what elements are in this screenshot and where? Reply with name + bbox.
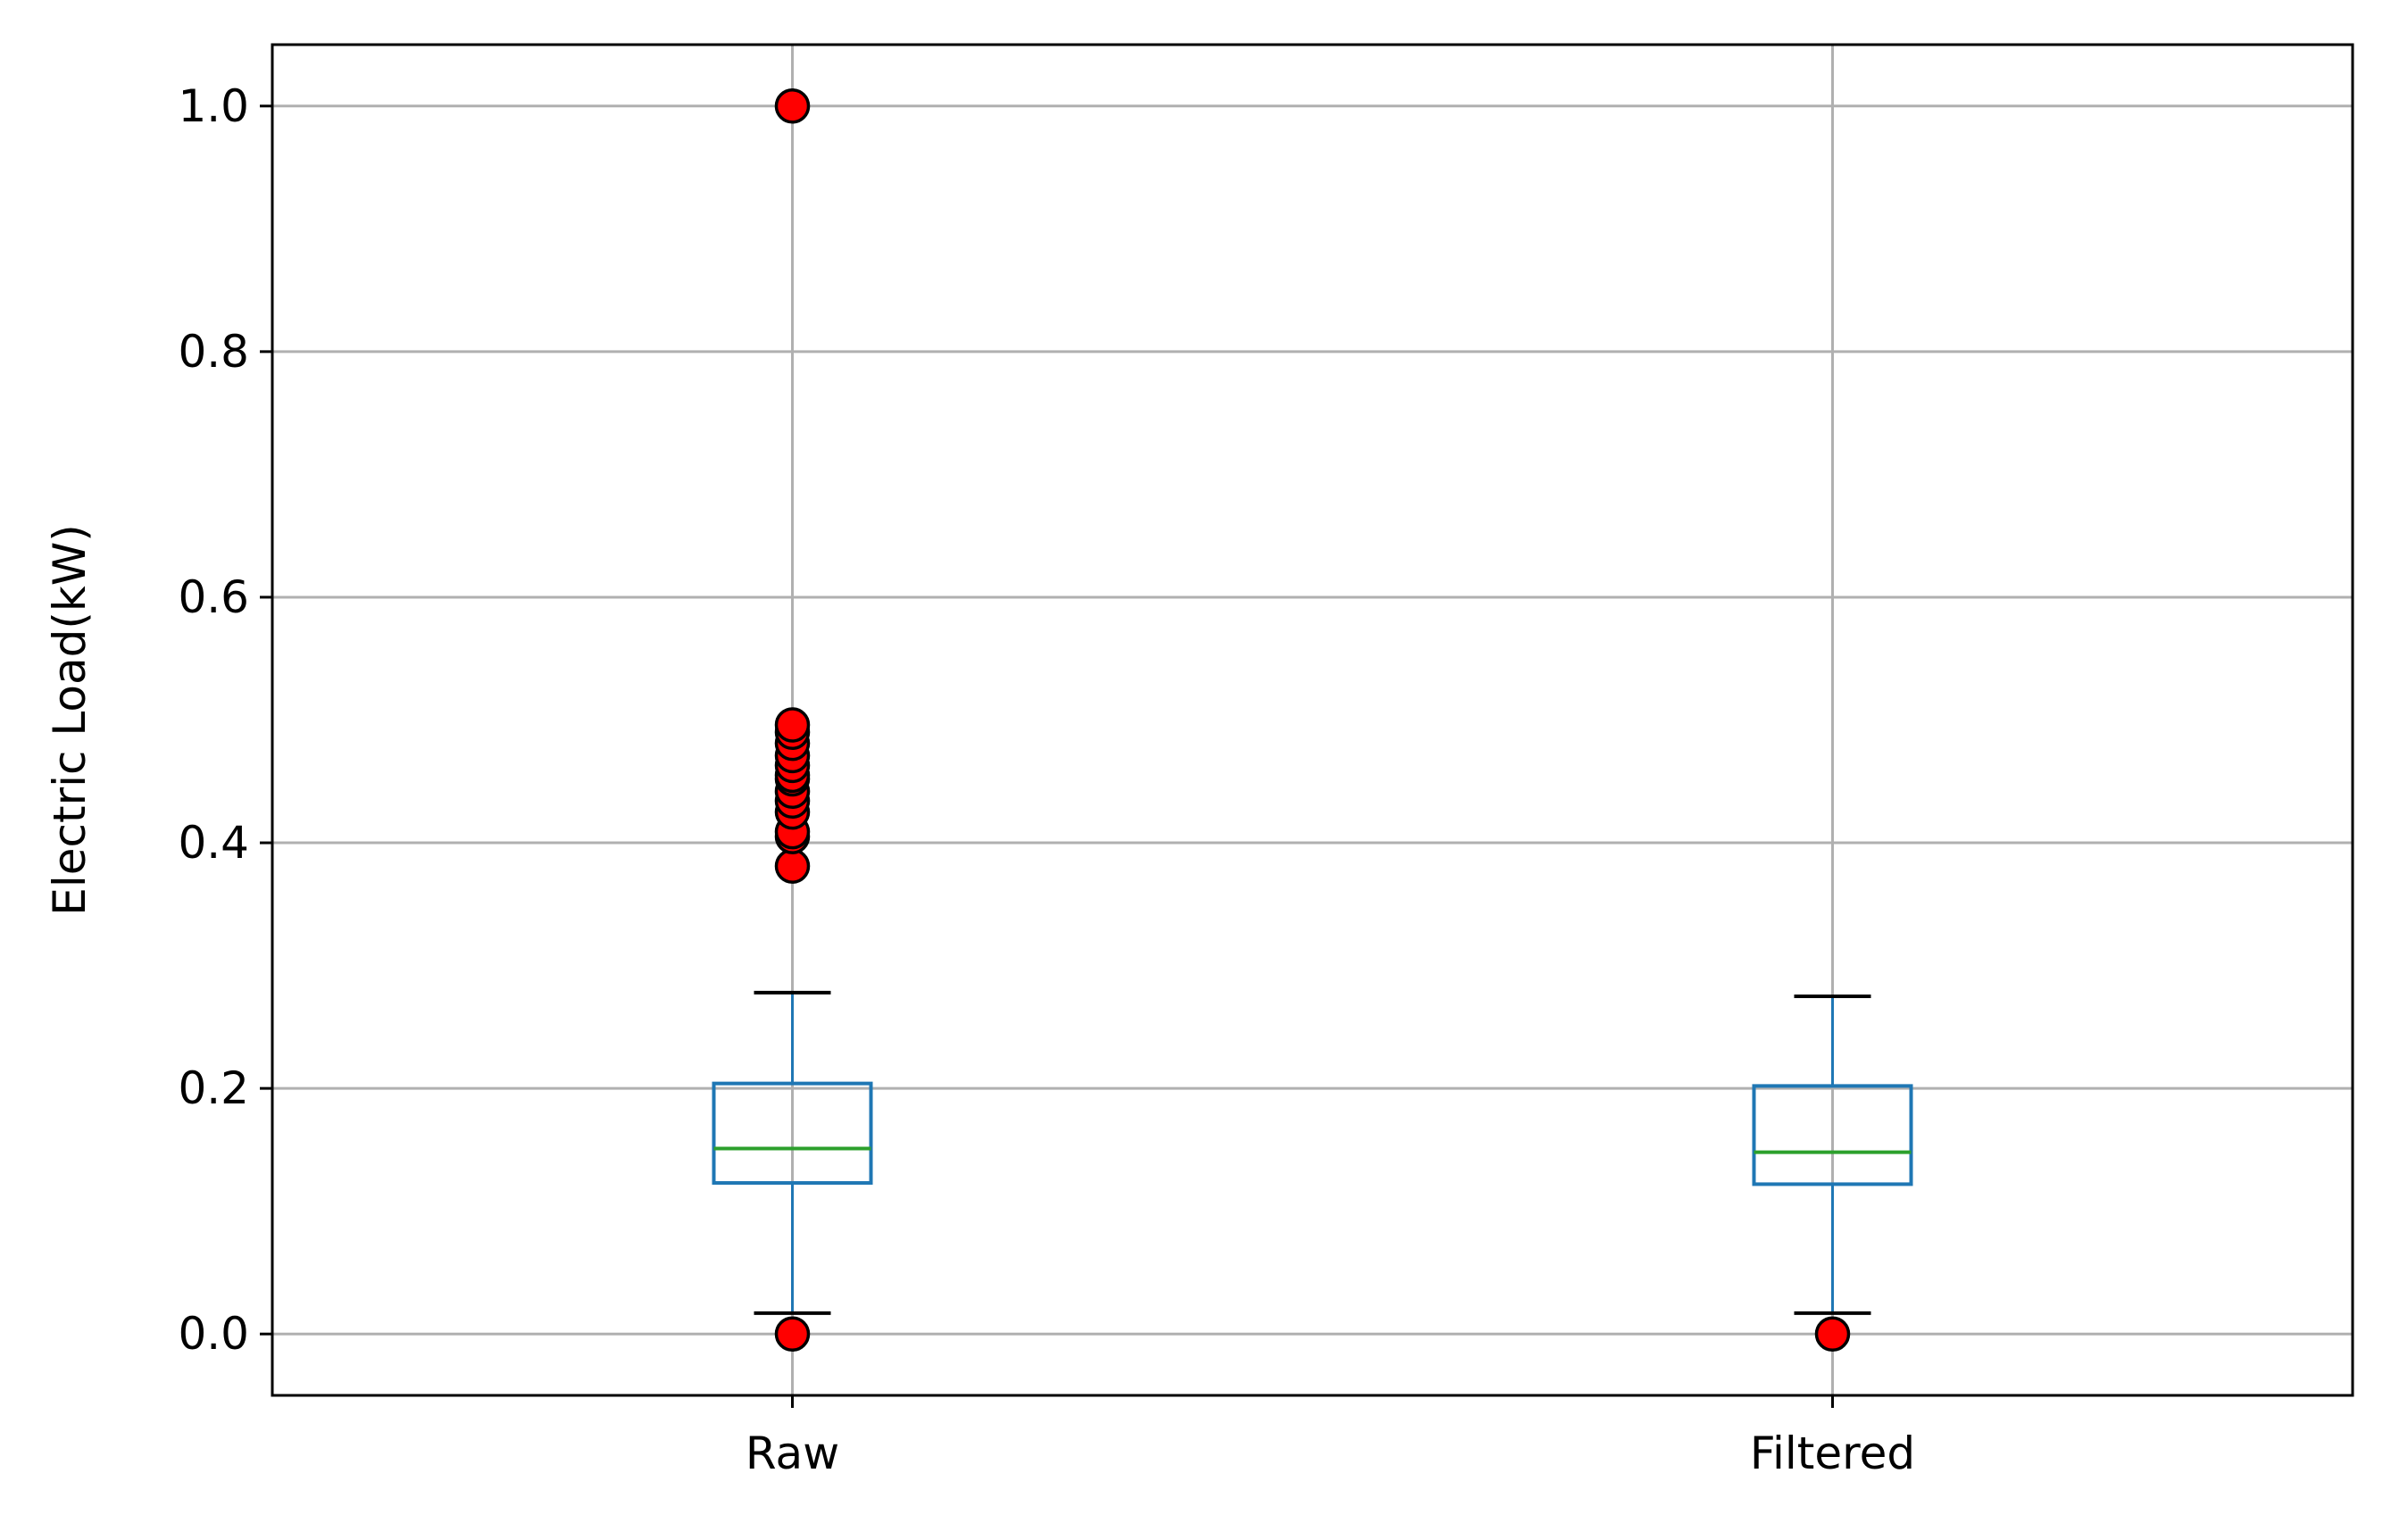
grid [272, 45, 2353, 1395]
x-tick-label: Filtered [1750, 1428, 1915, 1479]
plot-frame [271, 43, 2354, 1397]
iqr-box [1752, 1084, 1913, 1186]
outlier-point [774, 88, 811, 124]
boxes [712, 88, 1913, 1352]
box-raw [712, 88, 873, 1352]
y-tick-label: 0.0 [178, 1308, 249, 1360]
x-tick-label: Raw [746, 1428, 839, 1479]
y-axis-title: Electric Load(kW) [44, 524, 96, 916]
y-tick-label: 0.2 [178, 1062, 249, 1114]
outlier-point [774, 707, 811, 743]
axis-ticks: 0.0 0.2 0.4 0.6 0.8 1.0 Raw Filtered [178, 80, 1915, 1479]
y-tick-label: 0.8 [178, 326, 249, 378]
box-filtered [1752, 994, 1913, 1352]
outlier-point [774, 1316, 811, 1352]
outlier-point [774, 848, 811, 884]
iqr-box [712, 1081, 873, 1186]
y-tick-label: 0.6 [178, 571, 249, 623]
outlier-point [1814, 1316, 1851, 1352]
y-tick-label: 0.4 [178, 817, 249, 869]
y-tick-label: 1.0 [178, 80, 249, 132]
